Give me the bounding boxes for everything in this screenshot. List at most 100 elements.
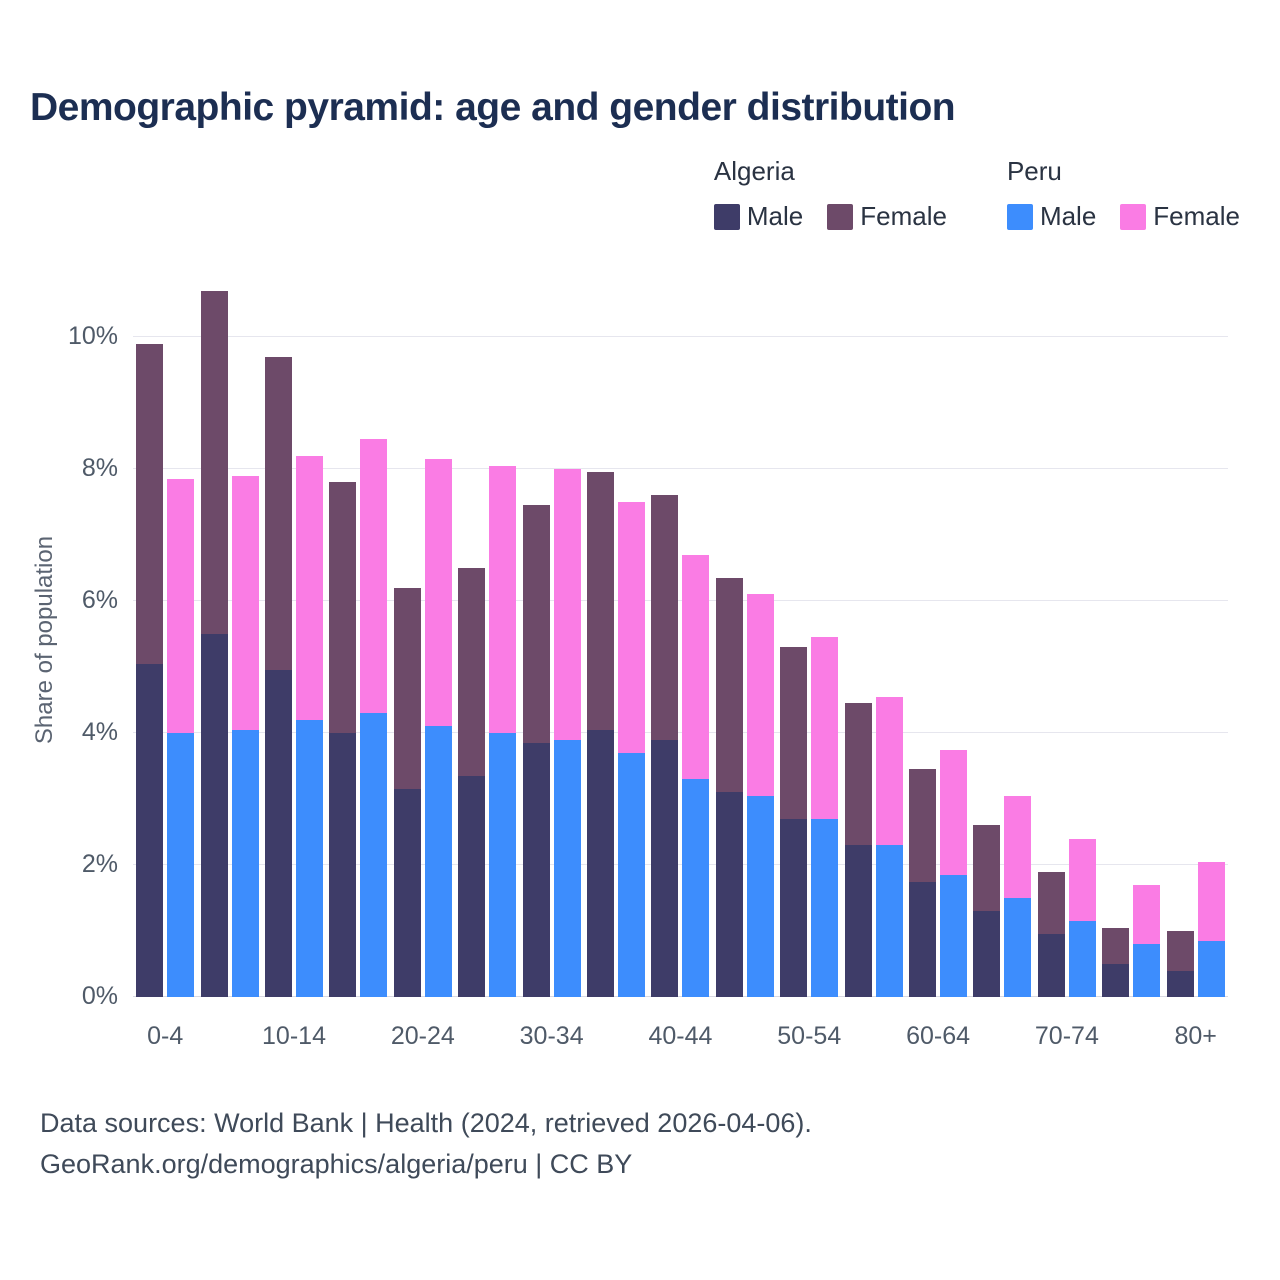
bar-group-45-49: [713, 290, 777, 997]
algeria-male-segment: [1102, 964, 1130, 997]
peru-male-segment: [489, 733, 517, 997]
peru-male-segment: [811, 818, 839, 997]
legend: Algeria Male Female Peru Male Female: [713, 156, 1240, 232]
stacked-bar: [329, 482, 357, 997]
legend-item-label: Female: [1153, 201, 1240, 231]
stacked-bar: [1133, 884, 1161, 997]
x-tick-label: [326, 1022, 390, 1051]
x-tick-label: [970, 1022, 1034, 1051]
legend-item: Male: [713, 201, 803, 232]
stacked-bar: [458, 568, 486, 997]
y-axis-label: Share of population: [31, 535, 58, 745]
algeria-male-segment: [393, 789, 421, 997]
peru-male-segment: [682, 779, 710, 997]
legend-item: Female: [827, 201, 947, 232]
stacked-bar: [1197, 861, 1225, 997]
stacked-bar: [553, 469, 581, 997]
stacked-bar: [682, 554, 710, 997]
algeria-male-segment: [1037, 934, 1065, 997]
peru-female-segment: [231, 475, 259, 730]
peru-male-segment: [875, 845, 903, 997]
x-tick-label: 20-24: [390, 1022, 455, 1050]
algeria-female-segment: [587, 472, 615, 730]
algeria-female-segment: [1037, 871, 1065, 935]
stacked-bar: [424, 459, 452, 997]
plot-area: [133, 290, 1228, 997]
algeria-female-segment: [1166, 931, 1194, 971]
algeria-male-segment: [973, 911, 1001, 997]
stacked-bar: [651, 495, 679, 997]
stacked-bar: [1166, 931, 1194, 997]
algeria-male-segment: [1166, 970, 1194, 997]
stacked-bar: [360, 439, 388, 997]
peru-male-segment: [424, 726, 452, 997]
stacked-bar: [844, 703, 872, 997]
peru-female-segment: [811, 637, 839, 819]
peru-male-segment: [1133, 944, 1161, 997]
bar-group-80+: [1164, 290, 1228, 997]
algeria-female-segment: [1102, 927, 1130, 964]
x-tick-label: [455, 1022, 519, 1051]
peru-female-segment: [1004, 795, 1032, 898]
legend-group-algeria: Algeria Male Female: [713, 156, 947, 232]
peru-male-segment: [360, 713, 388, 997]
peru-female-segment: [875, 696, 903, 846]
legend-swatch-icon: [827, 203, 854, 230]
algeria-female-segment: [844, 703, 872, 846]
algeria-male-segment: [844, 845, 872, 997]
y-tick-label: 2%: [81, 850, 118, 878]
gridline: [133, 468, 1228, 469]
x-tick-label: 30-34: [519, 1022, 584, 1050]
legend-group-name: Peru: [1006, 156, 1062, 186]
peru-female-segment: [553, 469, 581, 740]
legend-item: Female: [1120, 201, 1240, 232]
stacked-bar: [587, 472, 615, 997]
algeria-male-segment: [136, 663, 164, 997]
peru-male-segment: [553, 739, 581, 997]
bar-group-0-4: [133, 290, 197, 997]
stacked-bar: [1068, 838, 1096, 997]
x-tick-label: 10-14: [262, 1022, 326, 1050]
y-tick-label: 6%: [81, 586, 118, 614]
peru-male-segment: [1068, 921, 1096, 997]
bar-group-25-29: [455, 290, 519, 997]
stacked-bar: [909, 769, 937, 997]
legend-swatch-icon: [1006, 203, 1033, 230]
bar-group-55-59: [841, 290, 905, 997]
legend-swatch-icon: [713, 203, 740, 230]
algeria-male-segment: [522, 742, 550, 997]
stacked-bar: [265, 356, 293, 997]
peru-male-segment: [940, 874, 968, 997]
x-tick-label: [584, 1022, 648, 1051]
legend-swatch-icon: [1120, 203, 1147, 230]
algeria-male-segment: [651, 739, 679, 997]
gridline: [133, 996, 1228, 997]
peru-female-segment: [167, 478, 195, 733]
stacked-bar: [231, 475, 259, 997]
gridline: [133, 336, 1228, 337]
x-tick-label: [713, 1022, 777, 1051]
y-tick-label: 10%: [67, 322, 118, 350]
algeria-female-segment: [136, 343, 164, 664]
bar-group-65-69: [970, 290, 1034, 997]
chart-title: Demographic pyramid: age and gender dist…: [30, 86, 956, 129]
gridline: [133, 600, 1228, 601]
x-tick-label: 60-64: [906, 1022, 971, 1050]
algeria-male-segment: [715, 792, 743, 997]
algeria-male-segment: [587, 729, 615, 997]
peru-male-segment: [231, 729, 259, 997]
stacked-bar: [811, 637, 839, 997]
algeria-female-segment: [715, 577, 743, 793]
stacked-bar: [489, 465, 517, 997]
stacked-bar: [200, 290, 228, 997]
stacked-bar: [1037, 871, 1065, 997]
peru-female-segment: [424, 459, 452, 727]
x-tick-label: [1099, 1022, 1163, 1051]
legend-item-label: Male: [1039, 201, 1097, 231]
bar-group-10-14: [262, 290, 326, 997]
peru-female-segment: [682, 554, 710, 780]
stacked-bar: [618, 502, 646, 997]
stacked-bar: [1102, 927, 1130, 997]
algeria-male-segment: [200, 634, 228, 997]
